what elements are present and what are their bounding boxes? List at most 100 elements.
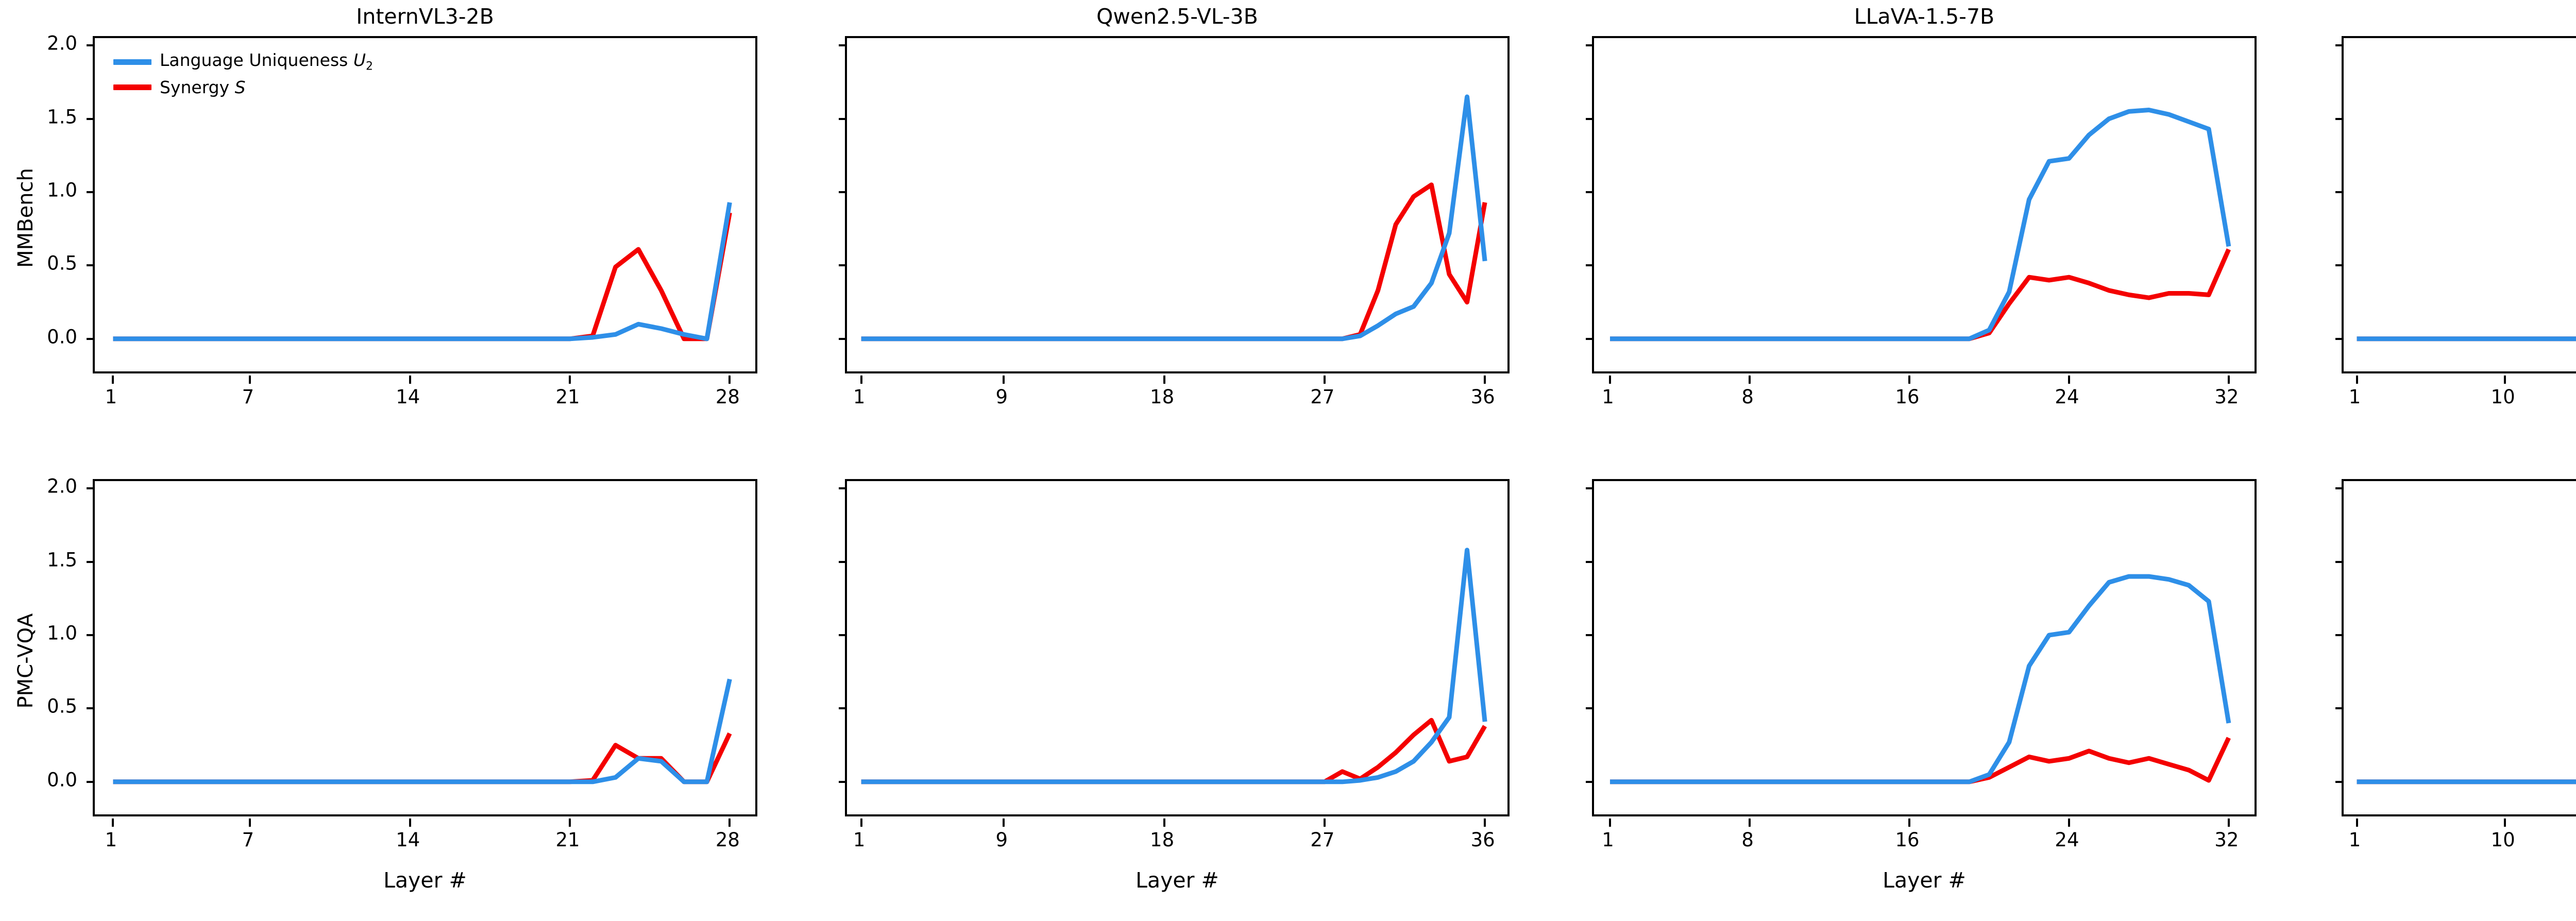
chart-panel-1-row-1: InternVL3-2B Language Uniqueness U2 Synerg… bbox=[87, 4, 757, 384]
x-tick-mark bbox=[569, 376, 571, 384]
series-canvas bbox=[1609, 108, 2231, 342]
y-tick-mark bbox=[839, 560, 847, 563]
x-tick-mark bbox=[2227, 376, 2230, 384]
y-tick-mark bbox=[1586, 264, 1594, 267]
series-canvas bbox=[861, 94, 1487, 342]
y-tick-mark bbox=[2335, 191, 2344, 194]
x-tick-mark bbox=[112, 376, 114, 384]
chart-panel-2-row-2 bbox=[839, 479, 1510, 827]
x-tick-label: 32 bbox=[2214, 829, 2239, 851]
y-tick-label: 0.5 bbox=[47, 252, 77, 275]
x-tick-label: 1 bbox=[853, 386, 866, 408]
series-line-synergy bbox=[1609, 737, 2231, 784]
series-line-synergy bbox=[2357, 779, 2576, 784]
chart-panel-2-row-1: Qwen2.5-VL-3B bbox=[839, 4, 1510, 384]
series-line-language-uniqueness bbox=[861, 94, 1487, 342]
x-tick-label: 7 bbox=[242, 386, 255, 408]
plot-area bbox=[2335, 479, 2576, 827]
x-tick-mark bbox=[1163, 818, 1165, 827]
x-tick-mark bbox=[1163, 376, 1165, 384]
series-line-language-uniqueness bbox=[113, 678, 732, 784]
y-tick-mark bbox=[2335, 337, 2344, 340]
x-tick-label: 21 bbox=[555, 829, 580, 851]
x-tick-label: 9 bbox=[995, 829, 1008, 851]
y-tick-mark bbox=[839, 487, 847, 490]
x-tick-mark bbox=[249, 818, 251, 827]
x-tick-label: 28 bbox=[715, 386, 740, 408]
y-tick-mark bbox=[2335, 264, 2344, 267]
x-tick-label: 21 bbox=[555, 386, 580, 408]
x-tick-label: 7 bbox=[242, 829, 255, 851]
y-tick-label: 2.0 bbox=[47, 32, 77, 55]
legend-label-text: Language Uniqueness bbox=[160, 50, 353, 70]
y-tick-mark bbox=[2335, 117, 2344, 120]
x-tick-label: 1 bbox=[1602, 386, 1614, 408]
x-tick-label: 28 bbox=[715, 829, 740, 851]
y-tick-mark bbox=[2335, 44, 2344, 47]
legend-label: Language Uniqueness U2 bbox=[160, 52, 373, 73]
series-line-language-uniqueness bbox=[1609, 108, 2231, 342]
series-line-language-uniqueness bbox=[1609, 574, 2231, 784]
plot-area bbox=[2335, 36, 2576, 384]
y-tick-label: 0.5 bbox=[47, 695, 77, 718]
series-canvas bbox=[1609, 574, 2231, 784]
x-tick-label: 1 bbox=[2348, 386, 2361, 408]
legend-label-symbol: S bbox=[234, 77, 246, 97]
y-tick-mark bbox=[1586, 707, 1594, 710]
y-tick-mark bbox=[1586, 560, 1594, 563]
y-tick-mark bbox=[839, 780, 847, 783]
x-tick-mark bbox=[2227, 818, 2230, 827]
x-tick-label: 36 bbox=[1470, 829, 1495, 851]
x-tick-mark bbox=[1608, 818, 1611, 827]
chart-panel-3-row-1: LLaVA-1.5-7B bbox=[1586, 4, 2257, 384]
series-canvas bbox=[2357, 336, 2576, 342]
y-tick-mark bbox=[2335, 707, 2344, 710]
y-tick-mark bbox=[1586, 780, 1594, 783]
series-canvas bbox=[113, 678, 732, 784]
x-tick-mark bbox=[1608, 376, 1611, 384]
x-tick-label: 1 bbox=[853, 829, 866, 851]
x-tick-label: 1 bbox=[2348, 829, 2361, 851]
x-tick-mark bbox=[1323, 818, 1326, 827]
plot-area: Language Uniqueness U2 Synergy S bbox=[87, 36, 757, 384]
y-tick-mark bbox=[2335, 560, 2344, 563]
y-tick-mark bbox=[1586, 487, 1594, 490]
y-tick-mark bbox=[839, 264, 847, 267]
x-tick-mark bbox=[728, 376, 731, 384]
plot-area bbox=[1586, 479, 2257, 827]
x-tick-mark bbox=[2355, 818, 2358, 827]
y-tick-label: 1.5 bbox=[47, 106, 77, 128]
x-tick-mark bbox=[249, 376, 251, 384]
legend-entry: Synergy S bbox=[113, 79, 373, 96]
y-tick-label: 1.5 bbox=[47, 549, 77, 571]
x-tick-mark bbox=[409, 818, 411, 827]
chart-legend: Language Uniqueness U2 Synergy S bbox=[113, 52, 373, 96]
y-tick-mark bbox=[839, 44, 847, 47]
x-tick-mark bbox=[728, 818, 731, 827]
y-tick-mark bbox=[87, 560, 95, 563]
y-tick-mark bbox=[87, 44, 95, 47]
x-tick-label: 8 bbox=[1741, 386, 1754, 408]
legend-swatch-uniqueness bbox=[113, 59, 151, 65]
legend-label-subscript: 2 bbox=[366, 60, 373, 73]
x-tick-label: 16 bbox=[1895, 829, 1920, 851]
x-tick-label: 27 bbox=[1310, 829, 1335, 851]
x-tick-label: 36 bbox=[1470, 386, 1495, 408]
x-tick-label: 1 bbox=[105, 386, 117, 408]
x-tick-mark bbox=[1908, 376, 1911, 384]
x-tick-mark bbox=[1484, 376, 1486, 384]
x-tick-mark bbox=[569, 818, 571, 827]
panel-title: LLaVA-1.5-13B bbox=[2342, 4, 2576, 29]
y-tick-mark bbox=[87, 487, 95, 490]
y-tick-mark bbox=[87, 780, 95, 783]
x-tick-mark bbox=[1484, 818, 1486, 827]
series-line-synergy bbox=[2357, 336, 2576, 342]
y-tick-mark bbox=[1586, 191, 1594, 194]
x-tick-mark bbox=[860, 376, 862, 384]
x-tick-mark bbox=[1003, 376, 1005, 384]
x-axis-label: Layer # bbox=[383, 868, 467, 893]
y-tick-mark bbox=[87, 634, 95, 637]
x-tick-label: 14 bbox=[396, 386, 420, 408]
y-tick-mark bbox=[839, 337, 847, 340]
x-tick-mark bbox=[2067, 818, 2070, 827]
